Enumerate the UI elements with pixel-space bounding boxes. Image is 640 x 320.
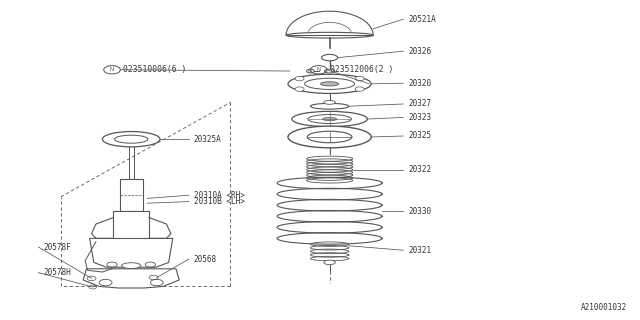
Polygon shape [90, 238, 173, 267]
Polygon shape [286, 11, 373, 35]
Text: 20310A <RH>: 20310A <RH> [194, 191, 244, 200]
Text: 20325A: 20325A [194, 135, 221, 144]
Ellipse shape [323, 117, 337, 121]
Ellipse shape [288, 126, 371, 148]
Ellipse shape [324, 260, 335, 265]
Ellipse shape [322, 54, 338, 61]
Ellipse shape [288, 74, 371, 93]
Ellipse shape [321, 82, 339, 86]
Text: 20327: 20327 [408, 100, 431, 108]
Circle shape [295, 87, 304, 91]
Polygon shape [83, 269, 179, 288]
Circle shape [295, 76, 304, 81]
Text: 20322: 20322 [408, 165, 431, 174]
Text: N: N [317, 67, 321, 72]
Ellipse shape [324, 100, 335, 104]
Text: 023512006(2 ): 023512006(2 ) [330, 65, 393, 74]
Text: A210001032: A210001032 [581, 303, 627, 312]
Ellipse shape [307, 131, 352, 143]
Text: 20310B <LH>: 20310B <LH> [194, 197, 244, 206]
Ellipse shape [286, 32, 373, 38]
Ellipse shape [292, 111, 367, 127]
Text: 20521A: 20521A [408, 15, 436, 24]
Text: 20320: 20320 [408, 79, 431, 88]
Circle shape [355, 87, 364, 91]
Ellipse shape [122, 263, 141, 268]
Ellipse shape [115, 135, 148, 143]
FancyBboxPatch shape [120, 179, 143, 211]
Text: 20326: 20326 [408, 47, 431, 56]
Text: 20578F: 20578F [44, 243, 71, 252]
Text: 20321: 20321 [408, 246, 431, 255]
Text: 20578H: 20578H [44, 268, 71, 277]
Text: 20568: 20568 [194, 255, 217, 264]
Text: 023510006(6 ): 023510006(6 ) [123, 65, 186, 74]
Ellipse shape [102, 132, 160, 147]
FancyBboxPatch shape [113, 211, 149, 238]
Text: N: N [307, 68, 311, 74]
Text: 20325: 20325 [408, 132, 431, 140]
Text: 20330: 20330 [408, 207, 431, 216]
Ellipse shape [308, 115, 351, 124]
Ellipse shape [324, 69, 335, 73]
Circle shape [355, 76, 364, 81]
Ellipse shape [305, 78, 355, 90]
Text: N: N [110, 67, 114, 72]
Ellipse shape [310, 103, 349, 109]
Text: 20323: 20323 [408, 113, 431, 122]
